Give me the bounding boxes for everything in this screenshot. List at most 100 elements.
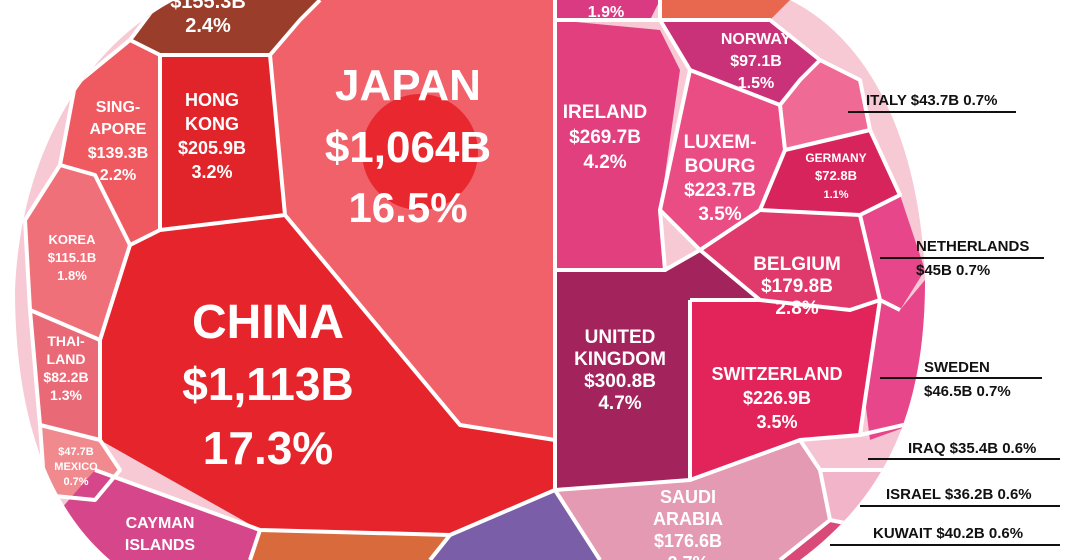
cell-label-line: 0.7%: [63, 476, 88, 488]
cell-label-line: BELGIUM: [753, 254, 841, 275]
cell-label-cayman: CAYMAN ISLANDS: [125, 515, 196, 554]
callout-line: $45B 0.7%: [916, 262, 990, 279]
callout-line: $46.5B 0.7%: [924, 383, 1011, 400]
cell-label-line: 3.2%: [191, 162, 232, 182]
cell-germany: [760, 130, 900, 215]
chart-marks: CHINA $1,113B 17.3% JAPAN $1,064B 16.5% UNITED…: [43, 0, 866, 560]
cell-label-line: $226.9B: [743, 388, 811, 408]
cell-label-line: $155.3B: [170, 0, 246, 13]
cell-label-line: ISLANDS: [125, 537, 196, 554]
cell-uk: [555, 250, 760, 490]
japan-flag-circle: [362, 94, 478, 210]
cell-label-line: $205.9B: [178, 138, 246, 158]
cell-top-brown: [130, 0, 320, 55]
cell-label-line: 1.1%: [823, 189, 848, 201]
cell-label-singapore: SING- APORE $139.3B 2.2%: [88, 99, 149, 184]
cell-japan: [270, 0, 555, 440]
cell-label-line: CAYMAN: [126, 515, 195, 532]
cell-luxembourg: [660, 70, 785, 250]
cell-singapore: [60, 40, 160, 245]
cell-label-ireland: IRELAND $269.7B 4.2%: [563, 102, 647, 173]
cell-label-germany: GERMANY $72.8B 1.1%: [805, 151, 866, 201]
cell-label-line: CHINA: [192, 296, 344, 349]
cell-label-line: 4.2%: [583, 152, 626, 173]
cell-label-line: 2.4%: [185, 15, 231, 37]
cell-label-mexico: $47.7B MEXICO 0.7%: [54, 446, 98, 488]
cell-cayman: [60, 470, 260, 560]
cell-label-line: $139.3B: [88, 145, 149, 162]
cell-bottom-orange: [250, 530, 450, 560]
cell-norway: [660, 20, 820, 105]
cell-label-line: LAND: [47, 351, 86, 367]
cell-label-line: $97.1B: [730, 53, 782, 70]
cell-label-line: 2.2%: [100, 167, 136, 184]
cell-label-line: 16.5%: [348, 184, 467, 231]
cell-china: [100, 215, 555, 535]
callout-layer: ITALY $43.7B 0.7% NETHERLANDS $45B 0.7% SWE…: [830, 92, 1060, 546]
cell-label-line: UNITED: [585, 327, 656, 348]
cell-label-line: HONG: [185, 90, 239, 110]
cell-label-line: $47.7B: [58, 446, 94, 458]
cell-label-line: JAPAN: [335, 61, 481, 110]
cell-label-line: NORWAY: [721, 31, 792, 48]
cell-label-japan: JAPAN $1,064B 16.5%: [325, 61, 491, 231]
callout-label-netherlands: NETHERLANDS $45B 0.7%: [916, 238, 1029, 279]
cell-korea: [25, 165, 130, 340]
cell-label-line: LUXEM-: [684, 132, 757, 153]
cell-label-norway: NORWAY $97.1B 1.5%: [721, 31, 792, 92]
cell-label-line: SAUDI: [660, 487, 716, 507]
cell-label-line: MEXICO: [54, 461, 98, 473]
cell-label-line: $176.6B: [654, 531, 722, 551]
cell-label-line: 1.8%: [57, 268, 87, 283]
cell-thailand: [30, 310, 100, 440]
cell-label-line: KONG: [185, 114, 239, 134]
cell-label-line: 3.5%: [698, 204, 741, 225]
cell-label-line: THAI-: [47, 333, 85, 349]
cell-ireland: [555, 20, 680, 270]
cell-label-line: SING-: [96, 99, 140, 116]
cell-label-china: CHINA $1,113B 17.3%: [182, 296, 353, 474]
cell-label-line: 1.9%: [588, 4, 624, 21]
cell-label-line: $179.8B: [761, 276, 833, 297]
cell-label-line: 1.3%: [50, 387, 82, 403]
cell-label-line: $115.1B: [48, 250, 96, 265]
cell-label-switzerland: SWITZERLAND $226.9B 3.5%: [712, 364, 843, 432]
cell-label-line: KINGDOM: [574, 349, 666, 370]
cell-label-line: 2.8%: [775, 298, 818, 319]
callout-line: NETHERLANDS: [916, 238, 1029, 255]
callout-label-iraq: IRAQ $35.4B 0.6%: [908, 440, 1036, 457]
callout-line: SWEDEN: [924, 359, 990, 376]
cell-label-line: $223.7B: [684, 180, 756, 201]
callout-label-israel: ISRAEL $36.2B 0.6%: [886, 486, 1032, 503]
cell-bottom-purple: [430, 490, 600, 560]
cell-label-line: KOREA: [49, 232, 97, 247]
cell-label-belgium: BELGIUM $179.8B 2.8%: [753, 254, 841, 319]
cell-label-line: 1.5%: [738, 75, 774, 92]
cell-label-line: $300.8B: [584, 371, 656, 392]
cell-italy: [780, 60, 870, 150]
cell-top-orange: [660, 0, 790, 20]
cell-label-uk: UNITED KINGDOM $300.8B 4.7%: [574, 327, 666, 414]
callout-label-italy: ITALY $43.7B 0.7%: [866, 92, 997, 109]
cell-label-luxembourg: LUXEM- BOURG $223.7B 3.5%: [684, 132, 757, 225]
callout-label-kuwait: KUWAIT $40.2B 0.6%: [873, 525, 1023, 542]
cell-label-line: 17.3%: [203, 422, 333, 474]
cell-label-line: $1,113B: [182, 358, 353, 410]
cell-label-line: 3.5%: [756, 412, 797, 432]
cell-label-line: SWITZERLAND: [712, 364, 843, 384]
cell-label-line: APORE: [90, 121, 147, 138]
cell-sweden: [865, 280, 925, 440]
cell-label-line: BOURG: [685, 156, 756, 177]
cell-label-line: $72.8B: [815, 168, 857, 183]
cell-label-top_brown: $155.3B 2.4%: [170, 0, 246, 37]
cell-label-line: 4.7%: [598, 393, 641, 414]
cell-label-line: 2.7%: [667, 553, 708, 560]
cell-saudi: [555, 440, 830, 560]
cell-label-hongkong: HONG KONG $205.9B 3.2%: [178, 90, 246, 182]
cell-label-korea: KOREA $115.1B 1.8%: [48, 232, 96, 283]
cell-label-thailand: THAI- LAND $82.2B 1.3%: [43, 333, 88, 403]
cell-label-top_pink: 1.9%: [588, 4, 624, 21]
